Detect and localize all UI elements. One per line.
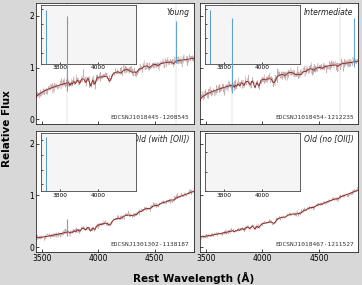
Text: Young: Young [167, 8, 189, 17]
Text: EDCSNJ1018445-1208545: EDCSNJ1018445-1208545 [111, 115, 189, 120]
Text: Rest Wavelength (Å): Rest Wavelength (Å) [133, 272, 254, 284]
Text: Intermediate: Intermediate [304, 8, 354, 17]
Text: EDCSNJ1018454-1212235: EDCSNJ1018454-1212235 [275, 115, 354, 120]
Text: Old (no [OII]): Old (no [OII]) [304, 135, 354, 144]
Text: EDCSNJ1301302-1138187: EDCSNJ1301302-1138187 [111, 242, 189, 247]
Text: Old (with [OII]): Old (with [OII]) [133, 135, 189, 144]
Text: Relative Flux: Relative Flux [2, 90, 12, 167]
Text: EDCSNJ1018467-1211527: EDCSNJ1018467-1211527 [275, 242, 354, 247]
